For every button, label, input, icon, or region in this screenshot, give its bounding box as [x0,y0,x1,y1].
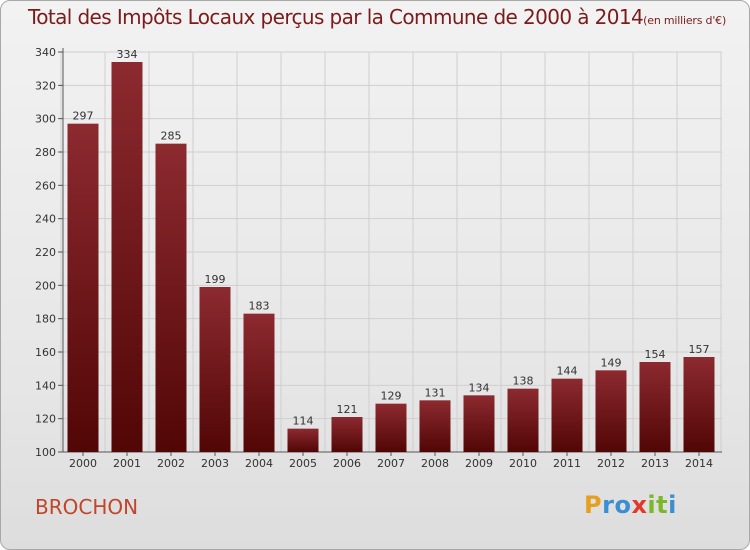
logo-letter: i [668,491,677,519]
y-tick-label: 260 [35,179,56,192]
proxiti-logo: Proxiti [584,491,694,523]
data-label-2010: 138 [513,375,534,388]
x-tick-label-2014: 2014 [685,457,713,470]
data-labels: 297 334 285 199 183 114 121 129 131 134 138 144 149 1… [73,48,710,428]
data-label-2005: 114 [293,415,314,428]
chart-title-text: Total des Impôts Locaux perçus par la Co… [28,5,644,29]
y-tick-label: 200 [35,279,56,292]
bar-2012 [595,370,627,452]
bar-2009 [463,395,495,452]
bar-2010 [507,388,539,452]
data-label-2011: 144 [557,365,578,378]
bars [67,62,715,453]
data-label-2013: 154 [645,348,666,361]
logo-letter: x [631,491,648,519]
commune-name: BROCHON [35,495,139,519]
bar-2006 [331,417,363,452]
data-label-2007: 129 [381,390,402,403]
y-tick-label: 340 [35,46,56,59]
data-label-2006: 121 [337,403,358,416]
data-label-2014: 157 [689,343,710,356]
bar-2014 [683,357,715,452]
bar-2000 [67,123,99,453]
x-tick-label-2005: 2005 [289,457,317,470]
y-tick-label: 280 [35,146,56,159]
y-tick-label: 120 [35,413,56,426]
logo-letter: r [602,491,615,519]
data-label-2008: 131 [425,386,446,399]
logo-letter: i [647,491,657,519]
x-tick-label-2001: 2001 [113,457,141,470]
y-tick-label: 300 [35,113,56,126]
bar-2002 [155,143,187,452]
logo-letter: t [656,491,669,519]
x-tick-label-2008: 2008 [421,457,449,470]
data-label-2012: 149 [601,356,622,369]
y-tick-label: 140 [35,379,56,392]
y-tick-label: 160 [35,346,56,359]
y-tick-label: 320 [35,79,56,92]
x-tick-label-2011: 2011 [553,457,581,470]
x-tick-label-2002: 2002 [157,457,185,470]
y-tick-label: 100 [35,446,56,459]
chart-unit: (en milliers d'€) [643,14,727,27]
tick-labels: 100 120 140 160 180 200 220 240 260 280 300 320 340 2… [35,46,713,470]
x-tick-label-2009: 2009 [465,457,493,470]
y-tick-label: 180 [35,313,56,326]
bar-2003 [199,287,231,452]
bar-2001 [111,62,143,452]
bar-2004 [243,313,275,452]
data-label-2002: 285 [161,130,182,143]
x-tick-label-2007: 2007 [377,457,405,470]
x-tick-label-2000: 2000 [69,457,97,470]
logo-letter: o [614,491,632,519]
data-label-2001: 334 [117,48,138,61]
y-tick-label: 240 [35,213,56,226]
data-label-2000: 297 [73,110,94,123]
x-tick-label-2012: 2012 [597,457,625,470]
x-tick-label-2013: 2013 [641,457,669,470]
x-tick-label-2003: 2003 [201,457,229,470]
bar-2011 [551,378,583,452]
bar-2008 [419,400,451,452]
bar-2007 [375,403,407,452]
x-tick-label-2006: 2006 [333,457,361,470]
data-label-2004: 183 [249,300,270,313]
y-tick-label: 220 [35,246,56,259]
bar-2013 [639,362,671,452]
data-label-2003: 199 [205,273,226,286]
bar-2005 [287,428,319,452]
x-tick-label-2010: 2010 [509,457,537,470]
x-tick-label-2004: 2004 [245,457,273,470]
data-label-2009: 134 [469,381,490,394]
logo-letter: P [584,491,603,519]
chart-title: Total des Impôts Locaux perçus par la Co… [28,5,726,29]
